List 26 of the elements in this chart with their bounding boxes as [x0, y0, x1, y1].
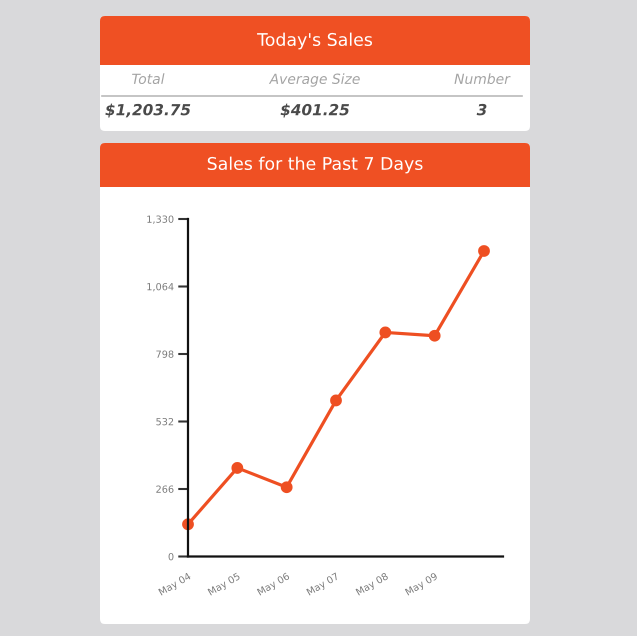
y-tick-label: 1,064 — [147, 282, 174, 292]
point — [428, 330, 441, 342]
x-tick-label: May 05 — [207, 572, 242, 598]
y-tick-label: 266 — [156, 485, 174, 493]
text: 3 — [476, 104, 486, 116]
category-label: Average Size — [268, 73, 360, 87]
point — [280, 481, 293, 494]
point — [379, 326, 392, 338]
point — [330, 394, 342, 406]
y-tick-label: 798 — [156, 350, 174, 358]
text: $1,203.75 — [105, 104, 190, 118]
y-tick-label: 532 — [156, 418, 174, 426]
point — [478, 245, 490, 257]
point — [231, 462, 244, 474]
y-tick-label: 0 — [168, 552, 174, 560]
chart-title: Sales for the Past 7 Days — [208, 156, 423, 174]
x-tick-label: May 06 — [256, 572, 291, 598]
category-label: Total — [132, 73, 164, 84]
x-tick-label: May 09 — [404, 572, 439, 598]
x-tick-label: May 07 — [306, 572, 340, 598]
text: Today's Sales — [257, 32, 372, 50]
text: $401.25 — [280, 104, 350, 118]
category-label: Number — [454, 73, 511, 84]
y-tick-label: 1,330 — [147, 215, 174, 224]
x-tick-label: May 08 — [355, 572, 390, 598]
x-tick-label: May 04 — [158, 572, 192, 598]
